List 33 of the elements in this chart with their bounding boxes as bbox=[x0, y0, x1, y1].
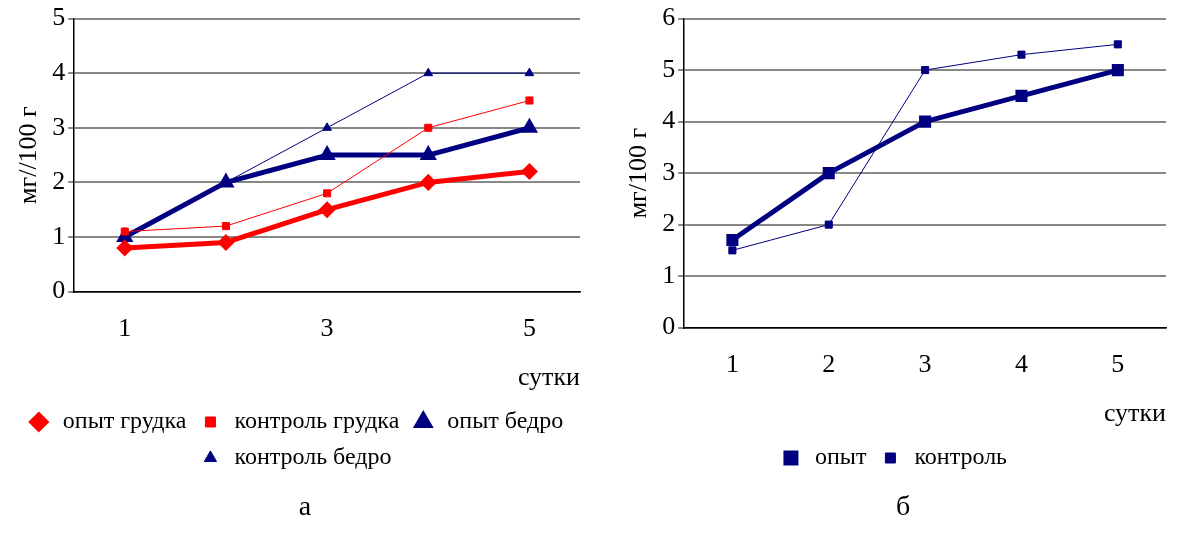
x-axis-title: сутки bbox=[1103, 398, 1167, 428]
y-tick-label: 3 bbox=[52, 111, 66, 141]
x-tick-label: 4 bbox=[1014, 349, 1028, 379]
y-tick-label: 4 bbox=[52, 57, 66, 87]
y-tick-label: 5 bbox=[52, 2, 66, 32]
x-tick-label: 3 bbox=[320, 313, 334, 343]
y-tick-label: 0 bbox=[52, 275, 66, 305]
y-tick-label: 6 bbox=[662, 2, 676, 32]
x-tick-label: 2 bbox=[822, 349, 836, 379]
y-tick-label: 4 bbox=[662, 105, 676, 135]
x-tick-label: 1 bbox=[725, 349, 739, 379]
y-tick-label: 2 bbox=[52, 166, 66, 196]
y-axis-title: мг//100 г bbox=[13, 106, 43, 204]
y-tick-label: 1 bbox=[52, 220, 66, 250]
x-tick-label: 5 bbox=[522, 313, 536, 343]
y-tick-label: 3 bbox=[662, 156, 676, 186]
legend-label: опыт грудка bbox=[62, 407, 187, 434]
x-axis-title: сутки bbox=[517, 362, 581, 392]
y-tick-label: 0 bbox=[662, 311, 676, 341]
legend-label: опыт bbox=[814, 443, 867, 470]
legend-label: опыт бедро bbox=[447, 407, 564, 434]
y-tick-label: 1 bbox=[662, 259, 676, 289]
text: б bbox=[894, 490, 912, 522]
legend-label: контроль bbox=[914, 443, 1008, 470]
y-axis-title: мг/100 г bbox=[623, 127, 653, 219]
y-tick-label: 5 bbox=[662, 53, 676, 83]
x-tick-label: 5 bbox=[1111, 349, 1125, 379]
x-tick-label: 3 bbox=[918, 349, 932, 379]
legend-label: контроль бедро bbox=[234, 443, 392, 470]
y-tick-label: 2 bbox=[662, 208, 676, 238]
legend-label: контроль грудка bbox=[234, 407, 400, 434]
x-tick-label: 1 bbox=[118, 313, 132, 343]
text: а bbox=[297, 490, 313, 522]
